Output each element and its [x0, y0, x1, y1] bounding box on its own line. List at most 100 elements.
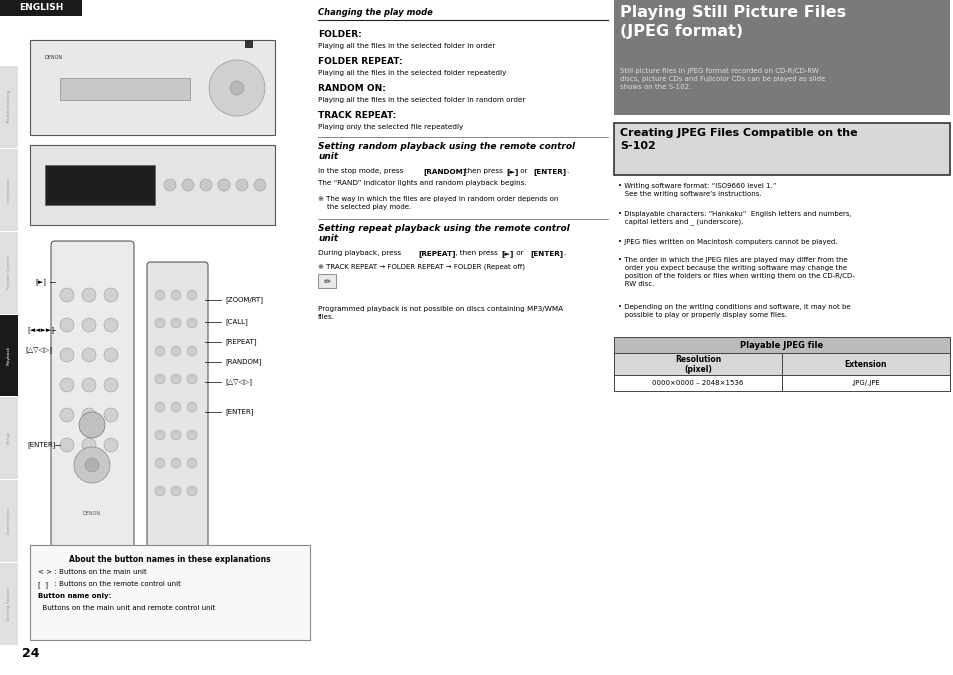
- Text: Programmed playback is not possible on discs containing MP3/WMA
files.: Programmed playback is not possible on d…: [317, 306, 562, 320]
- Text: • The order in which the JPEG files are played may differ from the
   order you : • The order in which the JPEG files are …: [618, 257, 854, 287]
- Text: [►]: [►]: [35, 279, 46, 286]
- Circle shape: [187, 402, 196, 412]
- Text: : Buttons on the main unit: : Buttons on the main unit: [50, 569, 147, 575]
- Circle shape: [171, 430, 181, 440]
- Circle shape: [235, 179, 248, 191]
- Circle shape: [60, 348, 74, 362]
- Text: Setup: Setup: [7, 431, 11, 444]
- Circle shape: [154, 318, 165, 328]
- Circle shape: [154, 346, 165, 356]
- Text: < >: < >: [38, 569, 52, 575]
- Text: RANDOM ON:: RANDOM ON:: [317, 84, 385, 93]
- Text: or: or: [517, 168, 529, 174]
- Text: • JPEG files written on Macintosh computers cannot be played.: • JPEG files written on Macintosh comput…: [618, 239, 837, 245]
- Text: ※ TRACK REPEAT → FOLDER REPEAT → FOLDER (Repeat off): ※ TRACK REPEAT → FOLDER REPEAT → FOLDER …: [317, 264, 524, 271]
- Circle shape: [82, 378, 96, 392]
- Circle shape: [82, 408, 96, 422]
- Bar: [614, 338, 949, 354]
- Text: .: .: [565, 168, 568, 174]
- Circle shape: [60, 318, 74, 332]
- Text: or: or: [514, 250, 525, 256]
- Circle shape: [104, 288, 118, 302]
- Bar: [45, 165, 154, 205]
- Text: [RANDOM]: [RANDOM]: [422, 168, 466, 175]
- Text: FOLDER REPEAT:: FOLDER REPEAT:: [317, 57, 402, 66]
- Circle shape: [60, 288, 74, 302]
- Circle shape: [187, 486, 196, 496]
- Text: The “RAND” indicator lights and random playback begins.: The “RAND” indicator lights and random p…: [317, 180, 526, 186]
- Circle shape: [154, 290, 165, 300]
- Text: [ZOOM/RT]: [ZOOM/RT]: [225, 296, 263, 303]
- Circle shape: [82, 438, 96, 452]
- Circle shape: [187, 458, 196, 468]
- Bar: [0, 0, 82, 16]
- Bar: [30, 145, 274, 225]
- Text: ※ The way in which the files are played in random order depends on
    the selec: ※ The way in which the files are played …: [317, 196, 558, 210]
- Circle shape: [104, 348, 118, 362]
- Bar: [0, 315, 18, 396]
- Circle shape: [82, 348, 96, 362]
- Text: During playback, press: During playback, press: [317, 250, 403, 256]
- Circle shape: [60, 438, 74, 452]
- Circle shape: [154, 430, 165, 440]
- Bar: [0, 66, 18, 148]
- Circle shape: [82, 288, 96, 302]
- Bar: [0, 398, 18, 479]
- Text: In the stop mode, press: In the stop mode, press: [317, 168, 405, 174]
- Text: FOLDER:: FOLDER:: [317, 30, 361, 39]
- Text: Connections: Connections: [7, 508, 11, 534]
- Text: : Buttons on the remote control unit: : Buttons on the remote control unit: [50, 581, 181, 587]
- Text: Getting Started: Getting Started: [7, 587, 11, 620]
- Bar: [30, 40, 274, 135]
- Circle shape: [154, 374, 165, 384]
- Circle shape: [171, 402, 181, 412]
- Text: Playing Still Picture Files
(JPEG format): Playing Still Picture Files (JPEG format…: [619, 5, 845, 38]
- Circle shape: [187, 374, 196, 384]
- Text: , then press: , then press: [457, 168, 504, 174]
- Text: Playing all the files in the selected folder in order: Playing all the files in the selected fo…: [317, 43, 495, 49]
- Text: DENON: DENON: [83, 511, 101, 516]
- Text: Changing the play mode: Changing the play mode: [317, 8, 433, 17]
- Text: DENON: DENON: [45, 55, 63, 60]
- Text: [ENTER]: [ENTER]: [27, 441, 55, 448]
- Circle shape: [60, 378, 74, 392]
- Bar: [60, 78, 190, 100]
- Circle shape: [171, 346, 181, 356]
- Circle shape: [171, 486, 181, 496]
- Text: .JPG/.JPE: .JPG/.JPE: [851, 381, 880, 387]
- Bar: [781, 375, 949, 391]
- Circle shape: [171, 290, 181, 300]
- Text: Button name only:: Button name only:: [38, 593, 112, 599]
- Circle shape: [104, 408, 118, 422]
- Text: [ENTER]: [ENTER]: [533, 168, 565, 175]
- Circle shape: [60, 408, 74, 422]
- Text: [△▽◁▷]: [△▽◁▷]: [25, 347, 52, 354]
- Bar: [317, 274, 335, 288]
- Text: Playing only the selected file repeatedly: Playing only the selected file repeatedl…: [317, 124, 463, 130]
- Text: Still picture files in JPEG format recorded on CD-R/CD-RW
discs, picture CDs and: Still picture files in JPEG format recor…: [619, 68, 824, 90]
- Bar: [0, 481, 18, 562]
- Circle shape: [187, 430, 196, 440]
- Text: ENGLISH: ENGLISH: [19, 3, 63, 13]
- Text: , then press: , then press: [453, 250, 499, 256]
- Text: Playing all the files in the selected folder in random order: Playing all the files in the selected fo…: [317, 97, 525, 103]
- Text: Playable JPEG file: Playable JPEG file: [740, 341, 822, 350]
- Circle shape: [187, 290, 196, 300]
- Text: [ENTER]: [ENTER]: [530, 250, 562, 257]
- Bar: [0, 232, 18, 314]
- Bar: [30, 545, 310, 640]
- Text: [  ]: [ ]: [38, 581, 48, 588]
- Text: Buttons on the main unit and remote control unit: Buttons on the main unit and remote cont…: [38, 605, 215, 611]
- Circle shape: [209, 60, 265, 116]
- Text: Information: Information: [7, 177, 11, 202]
- Text: ✏: ✏: [323, 277, 330, 286]
- Bar: [781, 354, 949, 375]
- Text: Creating JPEG Files Compatible on the
S-102: Creating JPEG Files Compatible on the S-…: [619, 128, 857, 151]
- Text: Setting repeat playback using the remote control
unit: Setting repeat playback using the remote…: [317, 224, 569, 244]
- Text: [ENTER]: [ENTER]: [225, 408, 253, 415]
- Circle shape: [171, 318, 181, 328]
- Circle shape: [154, 402, 165, 412]
- Text: [△▽◁▷]: [△▽◁▷]: [225, 379, 252, 385]
- Text: Extension: Extension: [843, 360, 886, 369]
- Text: [►]: [►]: [500, 250, 513, 257]
